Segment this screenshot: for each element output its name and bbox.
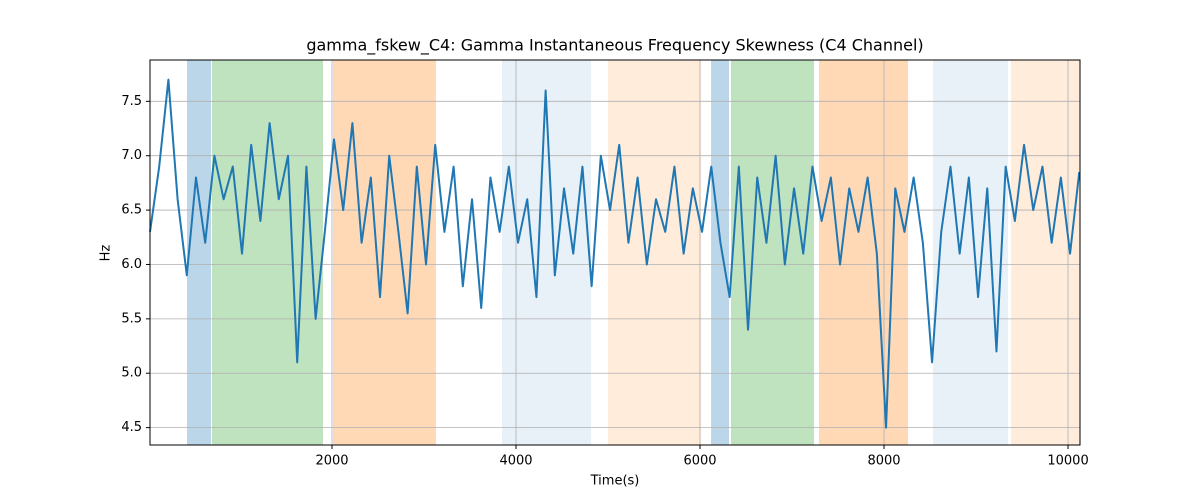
shaded-span: [186, 60, 212, 445]
x-tick-label: 8000: [867, 454, 900, 469]
shaded-span: [711, 60, 729, 445]
y-tick-label: 5.0: [121, 366, 142, 381]
x-axis-label: Time(s): [590, 474, 640, 489]
x-tick-label: 10000: [1047, 454, 1088, 469]
plot-frame: [149, 59, 1081, 446]
y-tick-label: 6.5: [121, 203, 142, 218]
x-tick-label: 4000: [499, 454, 532, 469]
y-tick-label: 7.5: [121, 94, 142, 109]
shaded-span: [333, 60, 436, 445]
shaded-span: [818, 60, 909, 445]
y-axis-label: Hz: [99, 245, 114, 262]
y-tick-label: 7.0: [121, 148, 142, 163]
y-tick-label: 5.5: [121, 311, 142, 326]
x-tick-label: 2000: [315, 454, 348, 469]
chart-title: gamma_fskew_C4: Gamma Instantaneous Freq…: [306, 36, 923, 56]
x-tick-label: 6000: [683, 454, 716, 469]
data-line: [149, 78, 1081, 429]
y-tick-label: 4.5: [121, 420, 142, 435]
shaded-span: [608, 60, 702, 445]
shaded-span: [933, 60, 1009, 445]
shaded-span: [212, 60, 323, 445]
shaded-span: [731, 60, 815, 445]
shaded-span: [1010, 60, 1080, 445]
y-tick-label: 6.0: [121, 257, 142, 272]
